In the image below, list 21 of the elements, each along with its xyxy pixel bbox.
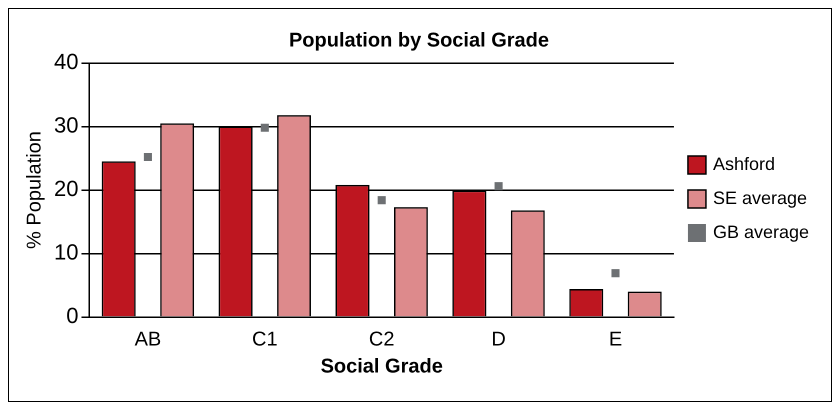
y-tick-label: 40 bbox=[54, 49, 78, 74]
x-tick-label: C2 bbox=[368, 328, 394, 351]
x-tick-label: AB bbox=[134, 328, 162, 351]
legend-label: Ashford bbox=[712, 154, 775, 174]
chart-title: Population by Social Grade bbox=[288, 30, 550, 52]
y-tick-label: 0 bbox=[66, 303, 78, 328]
y-tick-label: 10 bbox=[54, 240, 78, 265]
x-tick-label: E bbox=[608, 328, 622, 351]
x-axis-title: Social Grade bbox=[320, 356, 443, 378]
legend-label: SE average bbox=[712, 188, 808, 208]
point bbox=[260, 124, 269, 132]
x-tick-label: C1 bbox=[252, 328, 278, 351]
legend-label: GB average bbox=[712, 222, 810, 242]
point bbox=[378, 196, 386, 204]
y-tick-label: 30 bbox=[54, 112, 78, 138]
y-tick-label: 20 bbox=[54, 176, 78, 202]
point bbox=[494, 182, 503, 190]
point bbox=[144, 152, 152, 162]
x-tick-label: D bbox=[491, 328, 506, 351]
y-axis-title: % Population bbox=[24, 131, 46, 249]
point bbox=[611, 269, 620, 278]
